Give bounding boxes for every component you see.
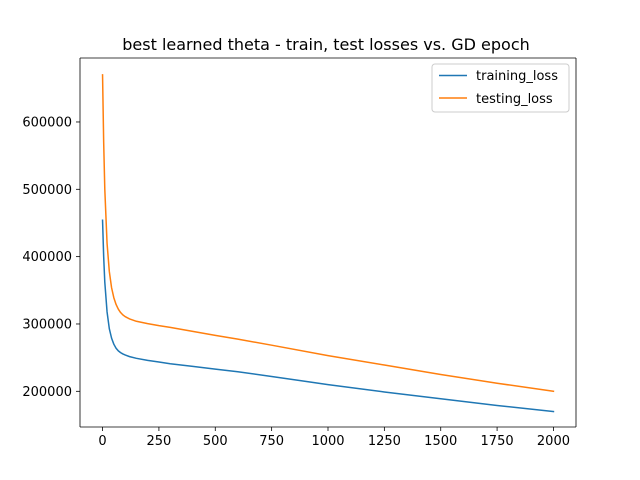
series-line-training-loss (101, 219, 555, 413)
x-axis: 0 250 500 750 1000 1250 1500 1750 2000 (98, 427, 570, 449)
x-tick-label: 500 (203, 434, 228, 449)
legend: training_loss testing_loss (431, 63, 570, 113)
series-line-testing-loss (101, 74, 555, 393)
x-tick-label: 1250 (368, 434, 401, 449)
x-tick-label: 2000 (537, 434, 570, 449)
y-tick-label: 200000 (22, 385, 72, 400)
x-tick-label: 1500 (424, 434, 457, 449)
legend-label-testing-loss: testing_loss (476, 92, 553, 107)
y-tick-label: 400000 (22, 250, 72, 265)
x-tick-label: 1000 (311, 434, 344, 449)
y-axis: 200000 300000 400000 500000 600000 (22, 115, 80, 400)
chart-title: best learned theta - train, test losses … (122, 35, 530, 54)
x-tick-label: 750 (259, 434, 284, 449)
x-tick-label: 0 (98, 434, 106, 449)
x-tick-label: 250 (146, 434, 171, 449)
x-tick-label: 1750 (481, 434, 514, 449)
legend-label-training-loss: training_loss (476, 69, 558, 84)
plot-lines (101, 74, 555, 413)
y-tick-label: 300000 (22, 317, 72, 332)
y-tick-label: 600000 (22, 115, 72, 130)
y-tick-label: 500000 (22, 183, 72, 198)
